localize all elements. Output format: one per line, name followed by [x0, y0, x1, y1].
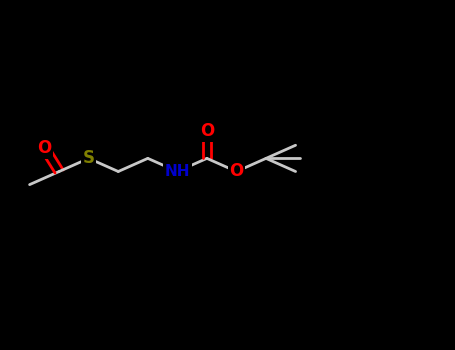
- Text: O: O: [37, 139, 51, 157]
- Text: S: S: [83, 149, 95, 167]
- Text: O: O: [229, 162, 243, 181]
- Text: O: O: [200, 122, 214, 140]
- Text: NH: NH: [165, 164, 190, 179]
